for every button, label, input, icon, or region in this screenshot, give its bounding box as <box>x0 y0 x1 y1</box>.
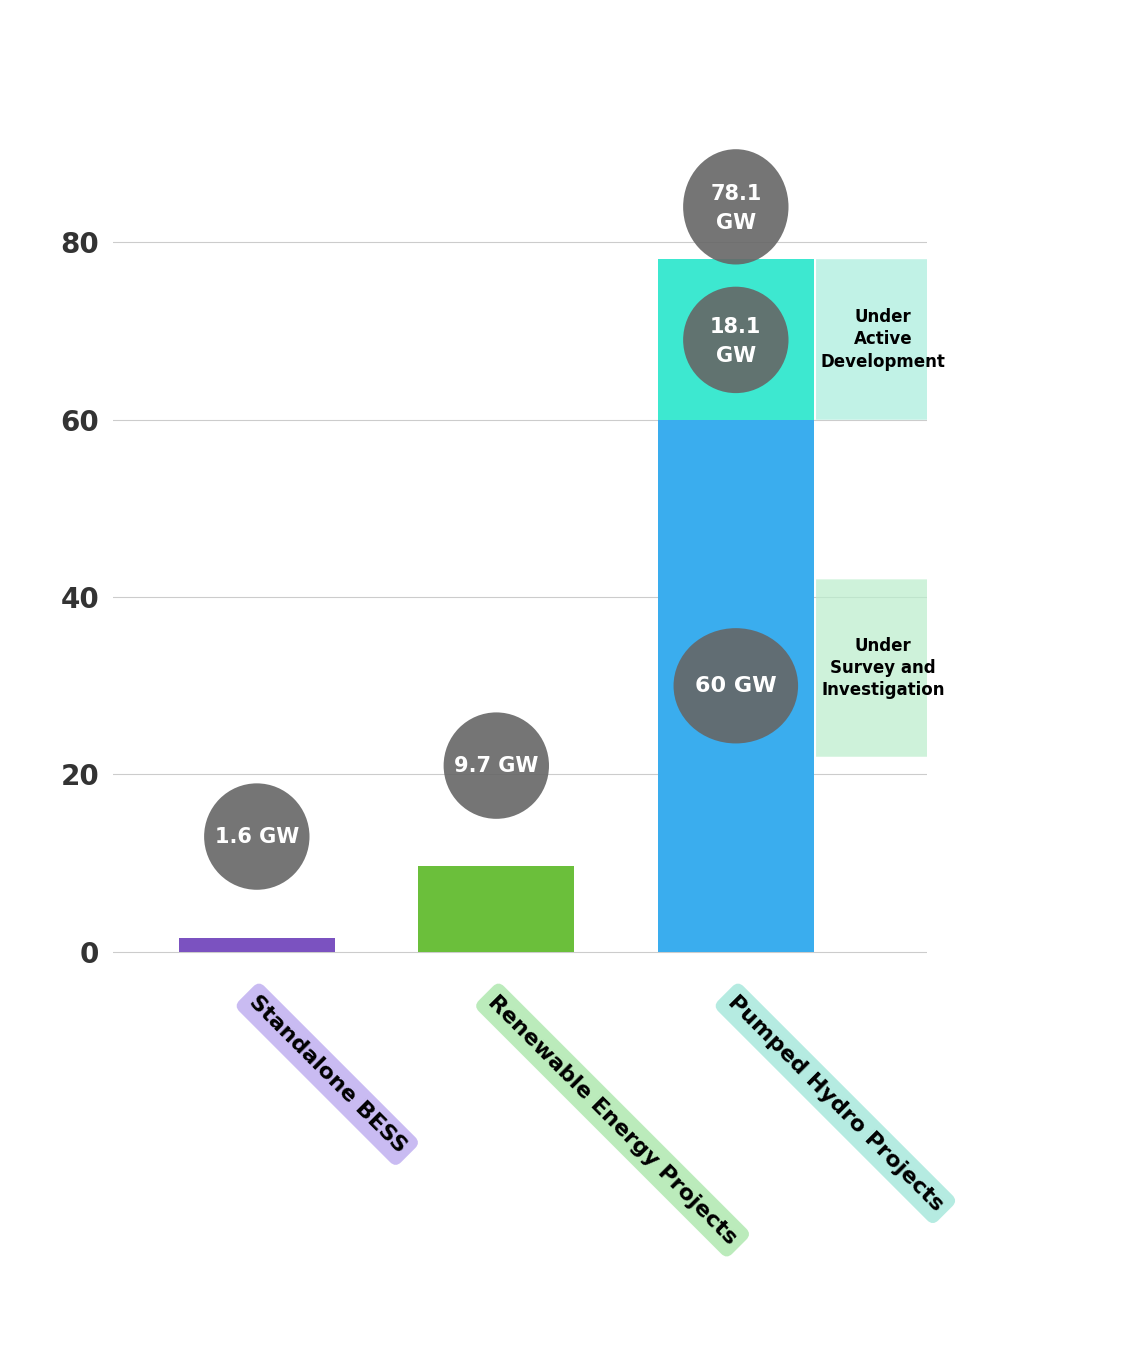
Text: 1.6 GW: 1.6 GW <box>215 826 299 847</box>
Text: Standalone BESS: Standalone BESS <box>244 992 409 1157</box>
Bar <box>179 938 335 951</box>
Ellipse shape <box>683 287 788 393</box>
Text: 78.1: 78.1 <box>710 185 761 204</box>
Polygon shape <box>817 260 1131 420</box>
Ellipse shape <box>683 149 788 265</box>
Text: Renewable Energy Projects: Renewable Energy Projects <box>484 992 741 1249</box>
Text: Under
Active
Development: Under Active Development <box>821 308 946 371</box>
Bar <box>658 420 813 951</box>
Text: GW: GW <box>716 213 756 232</box>
Text: 18.1: 18.1 <box>710 318 761 337</box>
Ellipse shape <box>204 783 310 890</box>
Text: 60 GW: 60 GW <box>696 675 777 696</box>
Ellipse shape <box>674 628 798 743</box>
Ellipse shape <box>443 712 549 819</box>
Bar <box>658 260 813 420</box>
Bar <box>418 866 575 951</box>
Text: 9.7 GW: 9.7 GW <box>455 756 538 776</box>
Polygon shape <box>817 579 1131 757</box>
Text: Pumped Hydro Projects: Pumped Hydro Projects <box>724 992 947 1215</box>
Text: GW: GW <box>716 345 756 366</box>
Text: Under
Survey and
Investigation: Under Survey and Investigation <box>821 637 946 700</box>
